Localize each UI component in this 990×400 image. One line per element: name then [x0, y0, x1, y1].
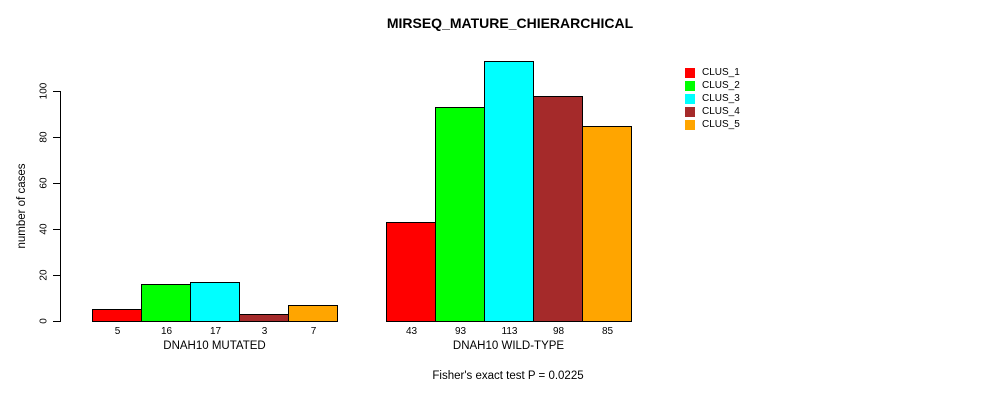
legend-label: CLUS_1 [702, 67, 740, 78]
legend-item-clus_3: CLUS_3 [685, 92, 740, 105]
bar-value-label: 43 [405, 326, 418, 337]
y-tick-mark [53, 183, 60, 184]
y-axis-label: number of cases [16, 163, 28, 249]
bar-value-label: 93 [454, 326, 467, 337]
bar-value-label: 113 [501, 326, 518, 337]
y-tick-label: 0 [38, 318, 50, 324]
bar-clus_5-group0 [288, 305, 338, 322]
legend-swatch-icon [685, 80, 695, 91]
bar-clus_4-group1 [533, 96, 583, 322]
y-tick-label: 80 [38, 131, 50, 143]
group-label-dnah10-mutated: DNAH10 MUTATED [163, 340, 266, 352]
bar-clus_1-group0 [92, 309, 142, 322]
legend-swatch-icon [685, 67, 695, 78]
fisher-test-annotation: Fisher's exact test P = 0.0225 [432, 370, 584, 382]
y-tick-label: 100 [38, 82, 50, 100]
y-tick-mark [53, 321, 60, 322]
y-axis-line [60, 91, 61, 322]
bar-value-label: 98 [552, 326, 565, 337]
y-tick-mark [53, 91, 60, 92]
bar-clus_3-group1 [484, 61, 534, 322]
legend: CLUS_1 CLUS_2 CLUS_3 CLUS_4 CLUS_5 [685, 66, 740, 131]
bar-clus_2-group0 [141, 284, 191, 322]
bar-value-label: 17 [209, 326, 222, 337]
bar-value-label: 5 [114, 326, 121, 337]
bar-value-label: 7 [310, 326, 317, 337]
bar-clus_2-group1 [435, 107, 485, 322]
legend-label: CLUS_4 [702, 106, 740, 117]
bar-clus_1-group1 [386, 222, 436, 322]
chart-title: MIRSEQ_MATURE_CHIERARCHICAL [386, 15, 634, 31]
legend-item-clus_5: CLUS_5 [685, 118, 740, 131]
legend-swatch-icon [685, 93, 695, 104]
legend-item-clus_4: CLUS_4 [685, 105, 740, 118]
y-tick-mark [53, 137, 60, 138]
y-tick-mark [53, 229, 60, 230]
bar-value-label: 85 [601, 326, 614, 337]
bar-clus_3-group0 [190, 282, 240, 322]
bar-value-label: 3 [261, 326, 268, 337]
bar-value-label: 16 [160, 326, 173, 337]
group-label-dnah10-wild-type: DNAH10 WILD-TYPE [452, 340, 565, 352]
y-tick-label: 40 [38, 223, 50, 235]
y-tick-mark [53, 275, 60, 276]
y-tick-label: 20 [38, 269, 50, 281]
legend-label: CLUS_3 [702, 93, 740, 104]
y-tick-label: 60 [38, 177, 50, 189]
legend-swatch-icon [685, 119, 695, 130]
bar-clus_4-group0 [239, 314, 289, 322]
legend-label: CLUS_2 [702, 80, 740, 91]
legend-item-clus_2: CLUS_2 [685, 79, 740, 92]
legend-swatch-icon [685, 106, 695, 117]
legend-item-clus_1: CLUS_1 [685, 66, 740, 79]
legend-label: CLUS_5 [702, 119, 740, 130]
bar-clus_5-group1 [582, 126, 632, 322]
